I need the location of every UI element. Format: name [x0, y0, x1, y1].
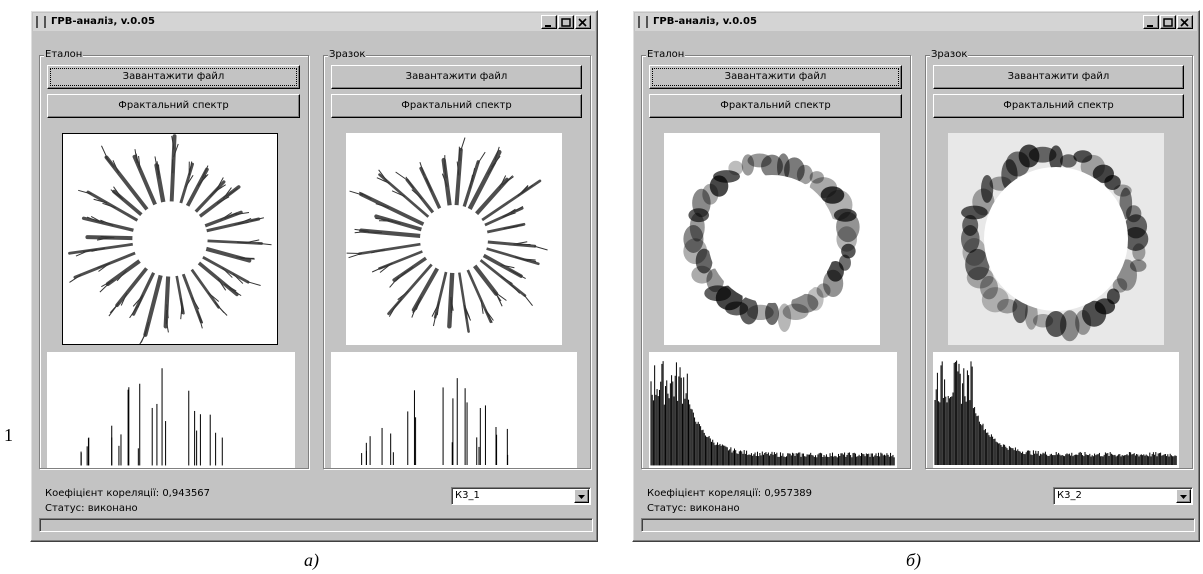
margin-label: 1: [4, 425, 13, 446]
spectrum-plot: [933, 352, 1179, 468]
correlation-row: Коефіцієнт кореляції: 0,943567: [45, 488, 210, 499]
group-label: Еталон: [44, 49, 83, 61]
status-value: виконано: [88, 503, 138, 514]
correlation-row: Коефіцієнт кореляції: 0,957389: [647, 488, 812, 499]
dropdown[interactable]: К3_2: [1053, 487, 1193, 505]
minimize-glyph: [1144, 17, 1158, 29]
minimize-button[interactable]: [541, 15, 557, 29]
arrow-glyph: [575, 491, 588, 503]
figure-caption: а): [304, 550, 319, 571]
arrow-glyph: [1177, 491, 1190, 503]
close-button[interactable]: [575, 15, 591, 29]
button[interactable]: Фрактальний спектр: [331, 94, 582, 118]
title-bar: ГРВ-аналіз, v.0.05: [635, 13, 1197, 31]
close-glyph: [576, 17, 590, 29]
window-icon: [36, 16, 46, 28]
progress-bar: [39, 518, 593, 532]
button[interactable]: Завантажити файл: [331, 65, 582, 89]
gdv-image: [63, 134, 277, 344]
gdv-image: [346, 133, 562, 345]
spectrum-plot: [649, 352, 897, 468]
spectrum-box: [47, 352, 295, 468]
maximize-glyph: [1161, 17, 1175, 29]
spectrum-box: [933, 352, 1179, 468]
title-bar: ГРВ-аналіз, v.0.05: [33, 13, 595, 31]
gdv-image: [664, 133, 880, 345]
group-label: Зразок: [930, 49, 968, 61]
status-label: Статус:: [45, 503, 85, 514]
maximize-button[interactable]: [1160, 15, 1176, 29]
button[interactable]: Завантажити файл: [649, 65, 902, 89]
figure-caption: б): [906, 550, 921, 571]
dropdown-value: К3_1: [455, 490, 480, 501]
minimize-glyph: [542, 17, 556, 29]
spectrum-box: [331, 352, 577, 468]
maximize-glyph: [559, 17, 573, 29]
group-label: Зразок: [328, 49, 366, 61]
spectrum-plot: [47, 352, 295, 468]
button[interactable]: Фрактальний спектр: [47, 94, 300, 118]
image-box: [664, 133, 880, 345]
image-box: [346, 133, 562, 345]
correlation-value: 0,943567: [162, 488, 210, 499]
progress-bar: [641, 518, 1195, 532]
correlation-label: Коефіцієнт кореляції:: [647, 488, 761, 499]
maximize-button[interactable]: [558, 15, 574, 29]
close-button[interactable]: [1177, 15, 1193, 29]
gdv-image: [948, 133, 1164, 345]
status-row: Статус: виконано: [45, 503, 138, 514]
button[interactable]: Фрактальний спектр: [933, 94, 1184, 118]
app-window: ГРВ-аналіз, v.0.05 Еталон Завантажити файл…: [632, 10, 1200, 542]
spectrum-box: [649, 352, 897, 468]
status-row: Статус: виконано: [647, 503, 740, 514]
status-value: виконано: [690, 503, 740, 514]
button[interactable]: Завантажити файл: [47, 65, 300, 89]
image-box: [948, 133, 1164, 345]
dropdown-value: К3_2: [1057, 490, 1082, 501]
correlation-label: Коефіцієнт кореляції:: [45, 488, 159, 499]
window-icon: [638, 16, 648, 28]
image-box: [62, 133, 278, 345]
close-glyph: [1178, 17, 1192, 29]
status-label: Статус:: [647, 503, 687, 514]
button[interactable]: Завантажити файл: [933, 65, 1184, 89]
dropdown[interactable]: К3_1: [451, 487, 591, 505]
group-label: Еталон: [646, 49, 685, 61]
button[interactable]: Фрактальний спектр: [649, 94, 902, 118]
minimize-button[interactable]: [1143, 15, 1159, 29]
dropdown-arrow[interactable]: [574, 489, 589, 503]
page: 1 ГРВ-аналіз, v.0.05 Еталон Завантажити фа…: [0, 0, 1203, 574]
app-window: ГРВ-аналіз, v.0.05 Еталон Завантажити файл…: [30, 10, 598, 542]
dropdown-arrow[interactable]: [1176, 489, 1191, 503]
correlation-value: 0,957389: [764, 488, 812, 499]
spectrum-plot: [331, 352, 577, 468]
